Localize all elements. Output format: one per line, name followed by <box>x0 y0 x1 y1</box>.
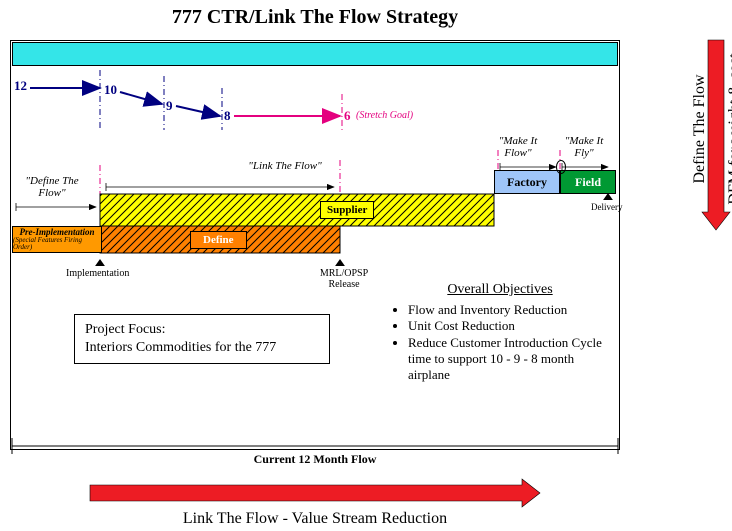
phase-quote: "Make It Flow" <box>488 135 548 159</box>
field-label: Field <box>575 175 601 190</box>
timeline-number: 8 <box>224 108 231 124</box>
define-phase-bar: Define <box>100 226 340 253</box>
timeline-number: (Stretch Goal) <box>356 110 413 121</box>
objective-item: Unit Cost Reduction <box>408 318 610 334</box>
supplier-label: Supplier <box>320 201 374 219</box>
milestone-label: MRL/OPSPRelease <box>314 268 374 290</box>
phase-quote: "Define The Flow" <box>12 175 92 199</box>
objectives-title: Overall Objectives <box>390 282 610 298</box>
preimpl-line2: (Special Features Firing Order) <box>13 237 101 251</box>
preimplementation-phase-bar: Pre-Implementation (Special Features Fir… <box>12 226 102 253</box>
focus-line1: Project Focus: <box>85 321 319 339</box>
timeline-number: 9 <box>166 98 173 114</box>
objectives-block: Overall Objectives Flow and Inventory Re… <box>390 282 610 383</box>
phase-quote: "Make It Fly" <box>555 135 613 159</box>
focus-line2: Interiors Commodities for the 777 <box>85 339 319 357</box>
milestone-label: Implementation <box>66 268 129 279</box>
project-focus-box: Project Focus: Interiors Commodities for… <box>74 314 330 364</box>
objective-item: Reduce Customer Introduction Cycle time … <box>408 335 610 384</box>
objective-item: Flow and Inventory Reduction <box>408 302 610 318</box>
callout-oval <box>556 160 566 174</box>
define-label: Define <box>190 231 247 249</box>
factory-label: Factory <box>507 175 547 190</box>
bottom-axis-label: Current 12 Month Flow <box>12 452 618 467</box>
timeline-number: 10 <box>104 82 117 98</box>
timeline-number: 6 <box>344 108 351 124</box>
timeline-number: 12 <box>14 78 27 94</box>
field-phase-bar: Field <box>560 170 616 194</box>
red-vertical-arrow <box>700 40 732 254</box>
factory-phase-bar: Factory <box>494 170 560 194</box>
objectives-list: Flow and Inventory ReductionUnit Cost Re… <box>390 302 610 383</box>
milestone-label: Delivery <box>591 202 623 212</box>
red-horizontal-arrow <box>90 475 560 511</box>
phase-quote: "Link The Flow" <box>240 160 330 172</box>
supplier-phase-bar: Supplier <box>100 194 494 226</box>
bottom-caption: Link The Flow - Value Stream Reduction <box>0 510 630 528</box>
